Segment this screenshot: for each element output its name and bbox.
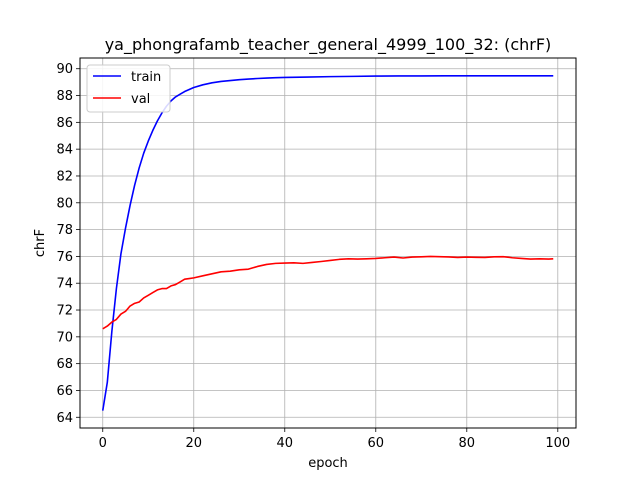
y-tick-label: 84 xyxy=(56,143,73,158)
y-tick-label: 70 xyxy=(56,330,73,345)
grid-lines xyxy=(80,58,576,428)
y-tick-label: 88 xyxy=(56,89,73,104)
y-tick-label: 66 xyxy=(56,384,73,399)
plot-frame xyxy=(79,57,577,429)
axis-ticks: 0 20 40 60 80 100 64 66 68 70 72 74 76 78 80 82 84 86 88 90 xyxy=(56,62,570,451)
series-line-train xyxy=(101,75,554,411)
y-tick-label: 86 xyxy=(56,116,73,131)
x-tick-label: 100 xyxy=(545,436,570,451)
y-tick-label: 64 xyxy=(56,411,73,426)
y-tick-label: 82 xyxy=(56,169,73,184)
x-tick-label: 60 xyxy=(368,436,385,451)
legend-label-val: val xyxy=(131,92,150,107)
chart-title: ya_phongrafamb_teacher_general_4999_100_… xyxy=(105,35,552,55)
x-axis-label: epoch xyxy=(308,456,348,471)
y-tick-label: 68 xyxy=(56,357,73,372)
legend: train val xyxy=(86,64,171,113)
x-tick-label: 80 xyxy=(459,436,476,451)
y-tick-label: 76 xyxy=(56,250,73,265)
x-tick-label: 40 xyxy=(276,436,293,451)
x-tick-label: 0 xyxy=(99,436,107,451)
legend-label-train: train xyxy=(131,70,161,85)
y-tick-label: 80 xyxy=(56,196,73,211)
x-tick-label: 20 xyxy=(185,436,202,451)
y-tick-label: 78 xyxy=(56,223,73,238)
y-tick-label: 90 xyxy=(56,62,73,77)
series-layer xyxy=(101,75,554,411)
y-axis-label: chrF xyxy=(33,229,48,257)
series-line-val xyxy=(102,255,554,330)
y-tick-label: 74 xyxy=(56,277,73,292)
y-tick-label: 72 xyxy=(56,304,73,319)
